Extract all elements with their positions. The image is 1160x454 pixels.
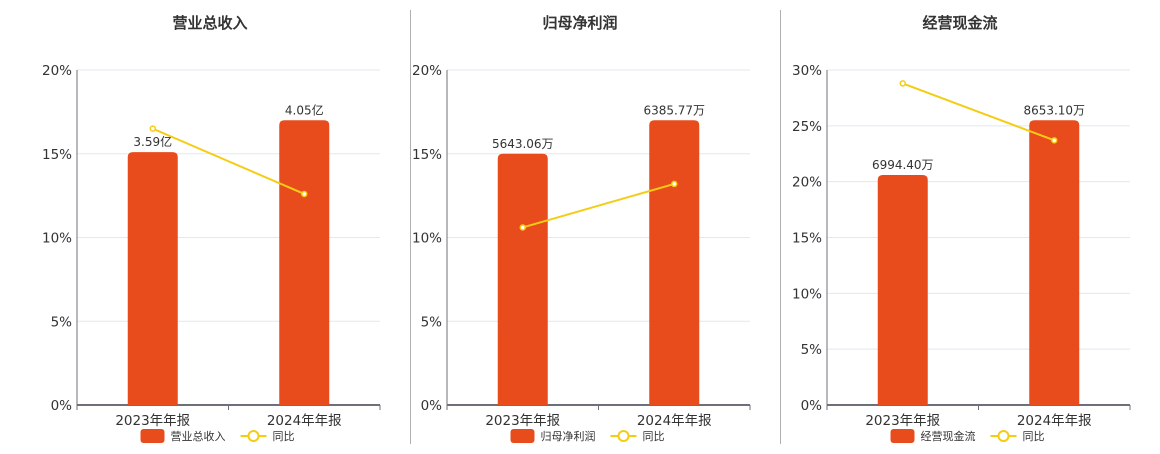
chart-panel-revenue: 营业总收入 0% 5% 10% 15% 20% 3.59亿 4.05亿 2023年年报 2024年… (0, 0, 410, 450)
bar-value-label: 3.59亿 (133, 134, 172, 149)
yoy-line (152, 127, 305, 195)
y-tick-label: 15% (42, 147, 72, 163)
legend-line-swatch[interactable] (247, 430, 260, 442)
x-tick-label: 2023年年报 (485, 413, 560, 429)
chart-panel-cash-flow: 经营现金流 0% 5% 10% 15% 20% 25% 30% 6994.40万 8653.10万… (780, 0, 1160, 450)
y-tick-label: 20% (42, 63, 72, 79)
bar-1[interactable] (279, 120, 330, 405)
y-tick-label: 5% (801, 342, 823, 358)
legend-bar-swatch[interactable] (890, 429, 915, 443)
x-tick-label: 2023年年报 (115, 413, 190, 429)
bar-0[interactable] (127, 152, 178, 405)
y-tick-label: 25% (792, 119, 822, 135)
y-tick-label: 0% (801, 398, 823, 414)
panel-divider-2 (780, 10, 781, 444)
yoy-line (522, 182, 675, 229)
x-tick-label: 2024年年报 (1017, 413, 1092, 429)
yoy-line (902, 82, 1055, 142)
legend-bar-label[interactable]: 经营现金流 (921, 429, 976, 443)
bar-value-label: 6994.40万 (872, 158, 934, 172)
chart-svg-cash-flow: 经营现金流 0% 5% 10% 15% 20% 25% 30% 6994.40万 8653.10万… (792, 14, 1131, 443)
chart-svg-net-profit: 归母净利润 0% 5% 10% 15% 20% 5643.06万 6385.77万 2023年年… (412, 14, 751, 443)
bar-1[interactable] (1029, 120, 1080, 405)
legend-bar-swatch[interactable] (140, 429, 165, 443)
chart-title: 归母净利润 (542, 14, 617, 32)
legend-bar-swatch[interactable] (510, 429, 535, 443)
chart-title: 经营现金流 (922, 14, 997, 32)
x-tick-label: 2023年年报 (865, 413, 940, 429)
y-tick-label: 20% (792, 175, 822, 191)
yoy-point[interactable] (149, 125, 156, 132)
y-tick-label: 15% (412, 147, 442, 163)
bar-1[interactable] (649, 120, 700, 405)
y-tick-label: 10% (412, 231, 442, 247)
y-tick-label: 20% (412, 63, 442, 79)
y-tick-label: 5% (51, 314, 73, 330)
y-tick-label: 5% (421, 314, 443, 330)
chart-panel-net-profit: 归母净利润 0% 5% 10% 15% 20% 5643.06万 6385.77万 2023年年… (410, 0, 780, 450)
y-tick-label: 0% (421, 398, 443, 414)
panel-divider-1 (410, 10, 411, 444)
chart-title: 营业总收入 (172, 14, 247, 32)
yoy-point[interactable] (301, 190, 308, 198)
legend-line-swatch[interactable] (617, 430, 630, 442)
y-tick-label: 10% (42, 231, 72, 247)
bar-value-label: 4.05亿 (285, 102, 324, 117)
legend-line-label[interactable]: 同比 (1023, 430, 1045, 443)
yoy-point[interactable] (671, 180, 678, 188)
x-tick-label: 2024年年报 (267, 413, 342, 429)
y-tick-label: 10% (792, 286, 822, 302)
yoy-point[interactable] (519, 224, 526, 231)
yoy-point[interactable] (1051, 137, 1058, 144)
legend-bar-label[interactable]: 营业总收入 (171, 429, 226, 443)
bar-value-label: 6385.77万 (643, 103, 705, 117)
x-tick-label: 2024年年报 (637, 413, 712, 429)
legend-line-label[interactable]: 同比 (643, 430, 665, 443)
bar-0[interactable] (497, 153, 548, 405)
bar-0[interactable] (877, 174, 928, 405)
legend-line-swatch[interactable] (997, 430, 1010, 442)
bar-value-label: 5643.06万 (492, 137, 554, 151)
y-tick-label: 15% (792, 231, 822, 247)
legend-line-label[interactable]: 同比 (273, 430, 295, 443)
yoy-point[interactable] (899, 80, 906, 87)
y-tick-label: 30% (792, 63, 822, 79)
y-tick-label: 0% (51, 398, 73, 414)
chart-svg-revenue: 营业总收入 0% 5% 10% 15% 20% 3.59亿 4.05亿 2023年年报 2024年… (42, 14, 381, 443)
bar-value-label: 8653.10万 (1023, 103, 1085, 117)
legend-bar-label[interactable]: 归母净利润 (541, 429, 596, 443)
